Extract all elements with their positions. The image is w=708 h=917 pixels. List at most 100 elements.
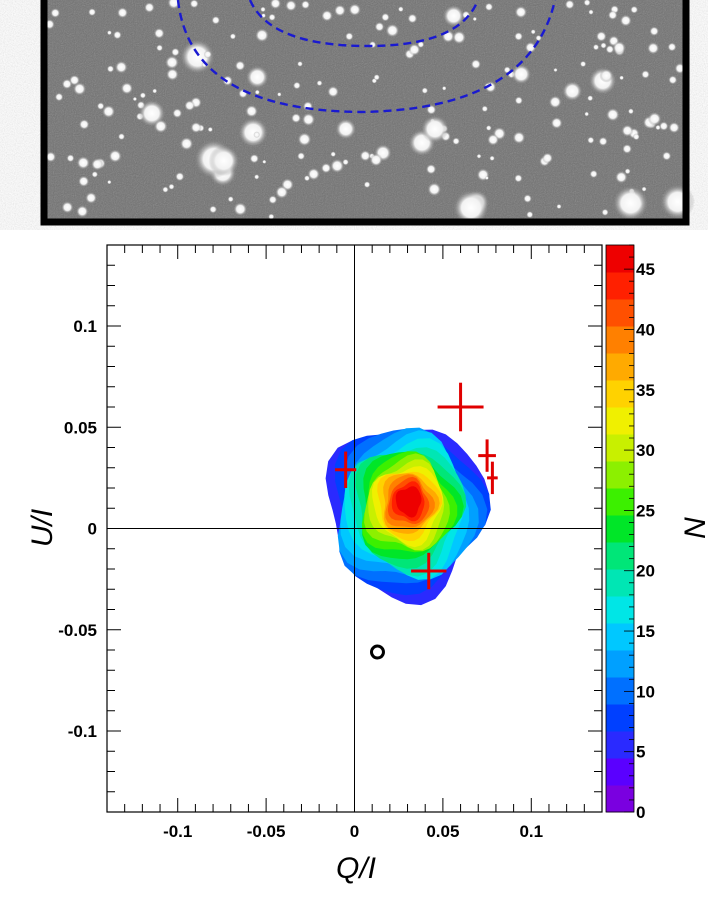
colorbar-segment (606, 245, 634, 273)
star (66, 154, 75, 163)
star (368, 41, 377, 49)
star (330, 158, 345, 173)
star (168, 183, 175, 190)
star (627, 108, 634, 115)
star (624, 168, 631, 175)
star (476, 153, 482, 159)
star (184, 100, 196, 111)
star (470, 59, 481, 70)
star (113, 30, 122, 40)
colorbar-segment (606, 731, 634, 759)
x-tick-label: -0.1 (163, 822, 192, 841)
star (601, 208, 609, 216)
star (227, 196, 234, 203)
star (245, 104, 258, 118)
colorbar-segment (606, 704, 634, 732)
measurement-cross (437, 382, 484, 432)
x-tick-labels: -0.1 -0.05 0 0.05 0.1 (163, 822, 543, 841)
star (108, 149, 122, 163)
star (203, 50, 212, 59)
star (321, 9, 333, 22)
star (209, 205, 218, 214)
star (662, 151, 672, 161)
colorbar-segment (606, 488, 634, 516)
colorbar-tick-label: 15 (636, 622, 655, 641)
outer-aperture-ring (176, 0, 557, 114)
star (269, 0, 282, 10)
star (523, 194, 532, 203)
star (472, 16, 477, 22)
star (363, 181, 371, 189)
star (179, 137, 194, 151)
star (154, 119, 168, 134)
measurement-cross (478, 439, 496, 472)
star (612, 41, 626, 55)
star (584, 111, 590, 117)
star (345, 32, 354, 41)
star (613, 185, 648, 221)
star (238, 88, 248, 99)
colorbar-tick-label: 40 (636, 320, 655, 339)
x-axis-label: Q/I (336, 852, 376, 885)
star (514, 32, 523, 41)
y-tick-label: 0.1 (73, 317, 97, 336)
star (316, 80, 323, 87)
colorbar-tick-label: 25 (636, 501, 655, 520)
star (485, 125, 492, 131)
star (190, 121, 202, 134)
star (484, 176, 489, 180)
star (553, 67, 558, 73)
colorbar-tick-label: 10 (636, 682, 655, 701)
star (587, 95, 594, 102)
star (348, 3, 361, 16)
star (407, 13, 418, 24)
star (172, 108, 183, 119)
star (61, 78, 73, 90)
star (606, 108, 620, 122)
star (153, 27, 165, 39)
star (189, 0, 199, 9)
star (91, 171, 99, 178)
star (253, 131, 260, 138)
star (484, 2, 494, 12)
star (166, 68, 179, 81)
star (562, 81, 583, 101)
star (268, 213, 275, 220)
colorbar-tick-label: 45 (636, 260, 655, 279)
star (335, 118, 357, 140)
star (535, 34, 542, 42)
star (117, 7, 128, 19)
star (647, 42, 660, 55)
star (595, 31, 607, 42)
star (107, 179, 112, 185)
star (548, 95, 562, 109)
star (171, 47, 180, 57)
star (102, 105, 116, 118)
colorbar-segment (606, 623, 634, 651)
colorbar-segment (606, 353, 634, 381)
star (330, 151, 337, 157)
star (589, 169, 598, 179)
star (254, 89, 260, 95)
zero-lines (107, 245, 602, 812)
star (285, 0, 297, 12)
star (453, 190, 489, 226)
circle-marker (369, 644, 385, 660)
star (320, 162, 332, 174)
colorbar-segment (606, 299, 634, 327)
star (668, 75, 678, 85)
star (641, 70, 650, 79)
y-tick-label: 0 (88, 520, 97, 539)
measurement-cross (335, 451, 357, 488)
colorbar-segment (606, 677, 634, 705)
star (96, 102, 105, 110)
star (647, 112, 662, 126)
star (425, 164, 437, 175)
star (88, 8, 97, 17)
star (301, 0, 310, 10)
image-frame (40, 0, 690, 226)
star (254, 174, 260, 180)
star (514, 96, 523, 105)
star (255, 28, 269, 43)
star (512, 131, 526, 144)
